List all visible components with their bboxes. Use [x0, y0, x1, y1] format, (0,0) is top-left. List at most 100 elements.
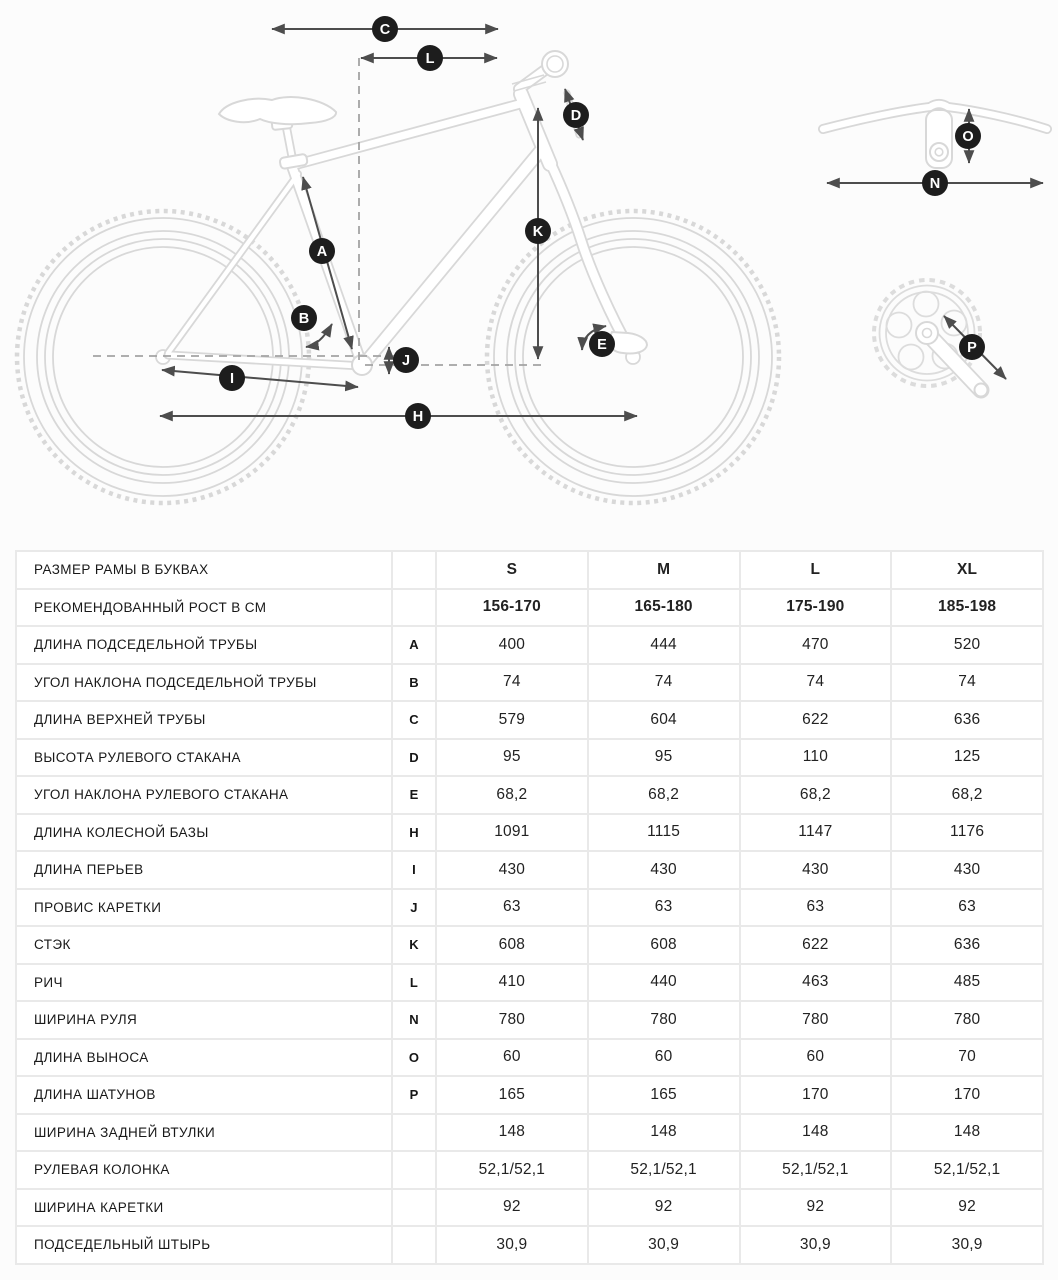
bike-geometry-diagram: C L D A B K E J I H O N P — [14, 16, 1052, 506]
badge-I: I — [219, 365, 245, 391]
value-cell: 74 — [740, 664, 891, 700]
value-cell: 30,9 — [892, 1227, 1042, 1263]
row-label: ДЛИНА КОЛЕСНОЙ БАЗЫ — [17, 814, 391, 850]
badge-letter-B: B — [299, 311, 309, 327]
badge-letter-P: P — [967, 340, 977, 356]
value-cell: 780 — [588, 1002, 739, 1038]
badge-H: H — [405, 403, 431, 429]
badge-circle-O — [955, 123, 981, 149]
dim-I — [161, 365, 359, 392]
value-cell: 92 — [588, 1189, 739, 1225]
badge-letter-N: N — [930, 176, 940, 192]
dim-A — [301, 176, 354, 350]
dimension-letter — [393, 589, 435, 625]
value-cell: 1115 — [588, 814, 739, 850]
value-cell: 125 — [892, 739, 1042, 775]
badge-circle-D — [563, 102, 589, 128]
value-cell: 520 — [892, 627, 1042, 663]
dimension-letter: A — [393, 627, 435, 663]
value-cell: 30,9 — [740, 1227, 891, 1263]
stem-bolt-inner — [934, 147, 944, 157]
value-cell: L — [740, 552, 891, 588]
value-cell: 63 — [588, 889, 739, 925]
value-cell: 95 — [588, 739, 739, 775]
row-label: УГОЛ НАКЛОНА РУЛЕВОГО СТАКАНА — [17, 777, 391, 813]
value-cell: 60 — [740, 1039, 891, 1075]
badge-E: E — [589, 331, 615, 357]
badge-letter-D: D — [571, 108, 581, 124]
badge-circle-B — [291, 305, 317, 331]
dimension-letter — [393, 1189, 435, 1225]
badge-B: B — [291, 305, 317, 331]
badge-letter-H: H — [413, 409, 423, 425]
value-cell: 430 — [740, 852, 891, 888]
value-cell: 63 — [740, 889, 891, 925]
dimension-letter: O — [393, 1039, 435, 1075]
fork-dropout — [608, 330, 649, 355]
row-label: РУЛЕВАЯ КОЛОНКА — [17, 1152, 391, 1188]
value-cell: 170 — [740, 1077, 891, 1113]
value-cell: 175-190 — [740, 589, 891, 625]
badge-letter-L: L — [426, 51, 435, 67]
value-cell: 636 — [892, 927, 1042, 963]
value-cell: 74 — [588, 664, 739, 700]
stem-bolt — [929, 142, 949, 162]
value-cell: 165-180 — [588, 589, 739, 625]
value-cell: 52,1/52,1 — [892, 1152, 1042, 1188]
badge-C: C — [372, 16, 398, 42]
badge-letter-I: I — [230, 371, 234, 387]
value-cell: 74 — [892, 664, 1042, 700]
dim-B — [305, 323, 333, 351]
dimension-badges: C L D A B K E J I H O N P — [219, 16, 985, 429]
value-cell: 430 — [892, 852, 1042, 888]
badge-letter-J: J — [402, 353, 410, 369]
row-label: УГОЛ НАКЛОНА ПОДСЕДЕЛЬНОЙ ТРУБЫ — [17, 664, 391, 700]
value-cell: 60 — [437, 1039, 587, 1075]
row-label: ВЫСОТА РУЛЕВОГО СТАКАНА — [17, 739, 391, 775]
dimension-letter: P — [393, 1077, 435, 1113]
dimension-letter: H — [393, 814, 435, 850]
value-cell: 400 — [437, 627, 587, 663]
value-cell: 110 — [740, 739, 891, 775]
crank-axle-inner — [921, 327, 933, 339]
row-label: СТЭК — [17, 927, 391, 963]
value-cell: 608 — [588, 927, 739, 963]
value-cell: 485 — [892, 964, 1042, 1000]
dimension-letter: E — [393, 777, 435, 813]
value-cell: 148 — [437, 1114, 587, 1150]
value-cell: 148 — [892, 1114, 1042, 1150]
front-wheel — [484, 208, 782, 506]
value-cell: 63 — [437, 889, 587, 925]
rear-wheel — [14, 208, 312, 506]
value-cell: 470 — [740, 627, 891, 663]
geometry-table: РАЗМЕР РАМЫ В БУКВАХ S M L XL РЕКОМЕНДОВАННЫЙ… — [15, 550, 1044, 1265]
value-cell: 604 — [588, 702, 739, 738]
dimension-letter — [393, 552, 435, 588]
value-cell: 92 — [892, 1189, 1042, 1225]
value-cell: 30,9 — [588, 1227, 739, 1263]
value-cell: 60 — [588, 1039, 739, 1075]
dimension-letter: K — [393, 927, 435, 963]
pedal-hole — [973, 382, 989, 398]
dimension-letter — [393, 1152, 435, 1188]
value-cell: 70 — [892, 1039, 1042, 1075]
value-cell: 1176 — [892, 814, 1042, 850]
value-cell: 52,1/52,1 — [740, 1152, 891, 1188]
dimension-letter: I — [393, 852, 435, 888]
value-cell: 92 — [437, 1189, 587, 1225]
dim-E — [577, 323, 607, 351]
value-cell: 622 — [740, 927, 891, 963]
row-label: ШИРИНА ЗАДНЕЙ ВТУЛКИ — [17, 1114, 391, 1150]
value-cell: 165 — [437, 1077, 587, 1113]
crank-axle — [915, 321, 939, 345]
dimension-letter — [393, 1227, 435, 1263]
saddle — [217, 96, 338, 126]
badge-circle-J — [393, 347, 419, 373]
value-cell: 444 — [588, 627, 739, 663]
value-cell: 636 — [892, 702, 1042, 738]
value-cell: 1091 — [437, 814, 587, 850]
badge-circle-P — [959, 334, 985, 360]
value-cell: S — [437, 552, 587, 588]
seat-collar — [278, 153, 309, 170]
